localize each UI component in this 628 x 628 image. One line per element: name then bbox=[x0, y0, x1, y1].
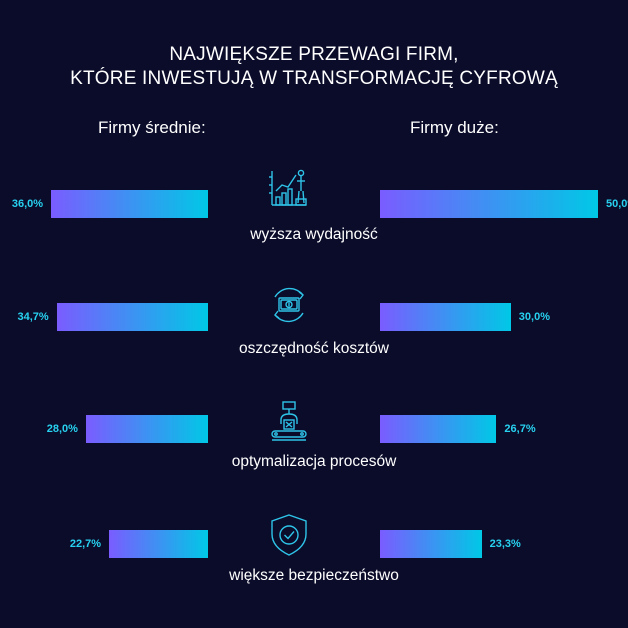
value-label-right: 23,3% bbox=[489, 538, 521, 550]
chart-title-line-1: NAJWIĘKSZE PRZEWAGI FIRM, bbox=[169, 44, 459, 65]
bar-right bbox=[380, 190, 598, 218]
bar-right bbox=[380, 303, 511, 331]
chart-title-line-2: KTÓRE INWESTUJĄ W TRANSFORMACJĘ CYFROWĄ bbox=[70, 68, 558, 89]
value-label-right: 50,0% bbox=[606, 198, 628, 210]
bar-left bbox=[56, 303, 208, 331]
bar-left bbox=[109, 530, 208, 558]
money-cycle-icon bbox=[266, 282, 312, 328]
bar-right bbox=[380, 415, 497, 443]
value-label-left: 34,7% bbox=[17, 311, 49, 323]
value-label-right: 26,7% bbox=[504, 423, 536, 435]
left-column-header: Firmy średnie: bbox=[98, 118, 206, 137]
robot-arm-icon bbox=[266, 398, 312, 444]
value-label-left: 22,7% bbox=[69, 538, 102, 550]
value-label-right: 30,0% bbox=[518, 311, 550, 323]
category-label: większe bezpieczeństwo bbox=[229, 567, 399, 584]
growth-chart-icon bbox=[266, 165, 312, 211]
right-column-header: Firmy duże: bbox=[410, 118, 499, 137]
bar-right bbox=[380, 530, 482, 558]
value-label-left: 36,0% bbox=[11, 198, 44, 210]
bar-left bbox=[51, 190, 208, 218]
bar-left bbox=[85, 415, 208, 443]
category-label: optymalizacja procesów bbox=[231, 453, 397, 470]
category-label: oszczędność kosztów bbox=[239, 340, 389, 357]
value-label-left: 28,0% bbox=[46, 423, 78, 435]
shield-check-icon bbox=[266, 512, 312, 558]
category-label: wyższa wydajność bbox=[250, 226, 378, 243]
